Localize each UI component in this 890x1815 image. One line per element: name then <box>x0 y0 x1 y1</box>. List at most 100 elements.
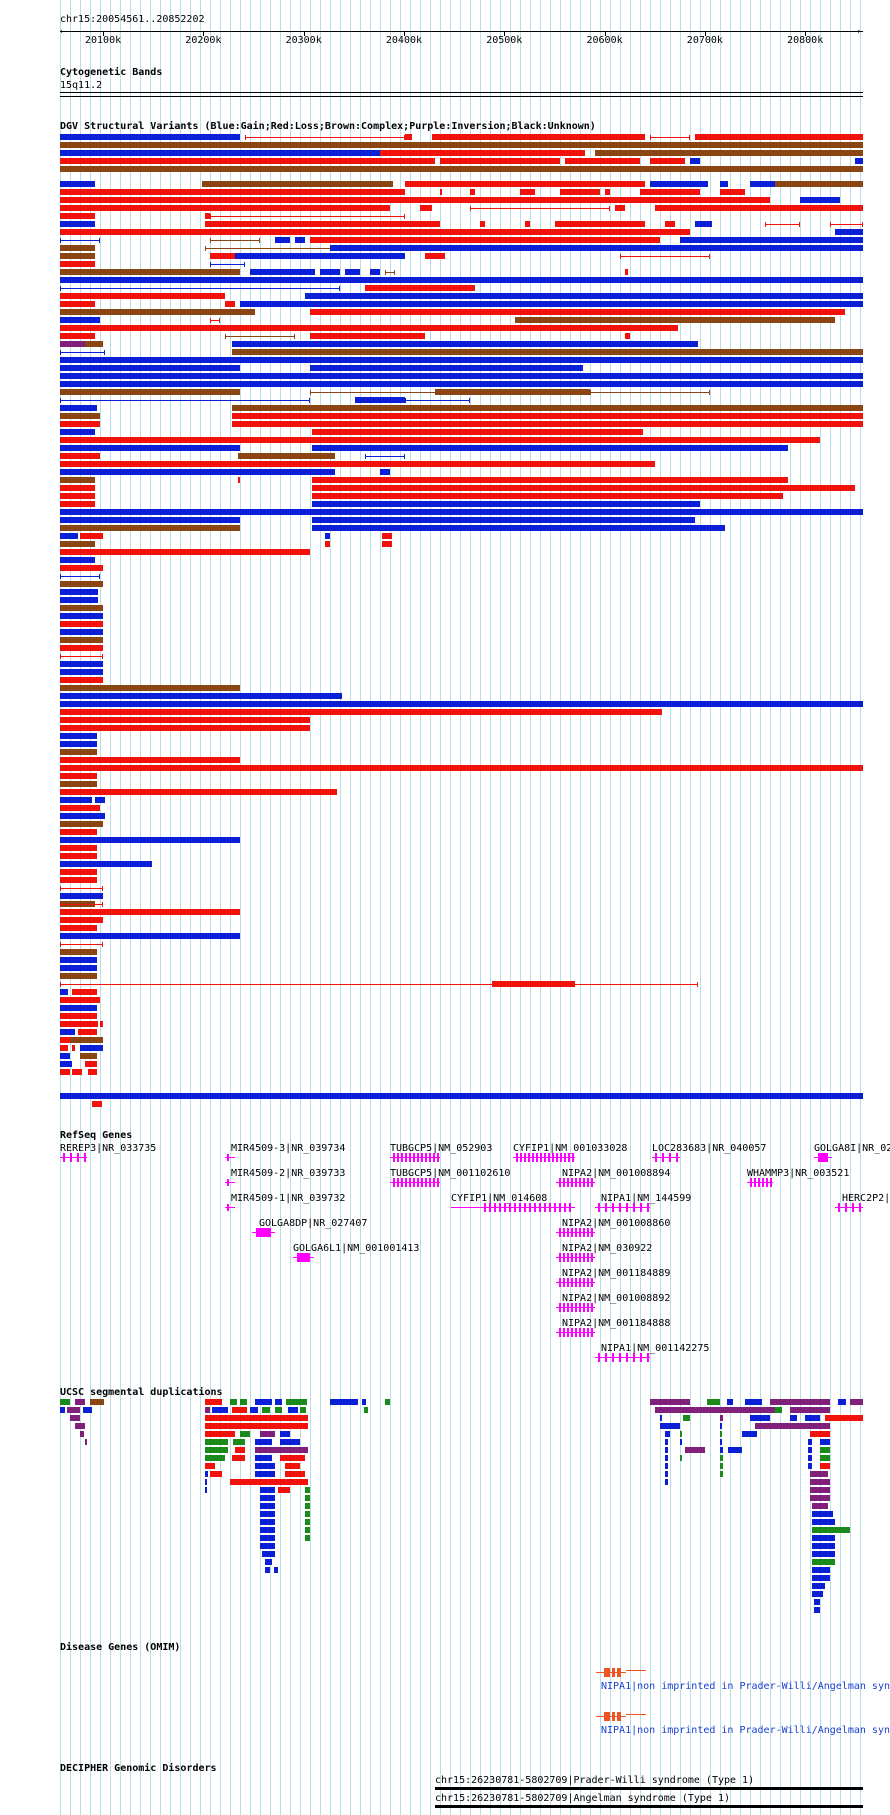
sv-feature[interactable] <box>60 789 337 795</box>
segdup-feature[interactable] <box>80 1431 84 1437</box>
segdup-feature[interactable] <box>285 1471 305 1477</box>
sv-feature[interactable] <box>205 248 340 249</box>
sv-feature[interactable] <box>695 134 863 140</box>
segdup-feature[interactable] <box>808 1455 812 1461</box>
gene-model[interactable] <box>556 1303 595 1313</box>
segdup-feature[interactable] <box>790 1407 830 1413</box>
segdup-feature[interactable] <box>720 1447 723 1453</box>
segdup-feature[interactable] <box>60 1407 65 1413</box>
segdup-feature[interactable] <box>790 1415 797 1421</box>
sv-feature[interactable] <box>60 781 97 787</box>
segdup-feature[interactable] <box>232 1455 245 1461</box>
segdup-feature[interactable] <box>820 1463 830 1469</box>
sv-feature[interactable] <box>60 365 240 371</box>
gene-model[interactable] <box>556 1253 595 1263</box>
sv-feature[interactable] <box>60 597 98 603</box>
segdup-feature[interactable] <box>260 1527 275 1533</box>
sv-feature[interactable] <box>225 336 295 337</box>
sv-feature[interactable] <box>625 269 628 275</box>
segdup-feature[interactable] <box>775 1407 782 1413</box>
gene-label[interactable]: NIPA1|NM_001142275 <box>601 1343 710 1354</box>
segdup-feature[interactable] <box>205 1447 228 1453</box>
gene-label[interactable]: WHAMMP3|NR_003521 <box>747 1168 850 1179</box>
sv-feature[interactable] <box>60 197 770 203</box>
segdup-feature[interactable] <box>660 1415 662 1421</box>
segdup-feature[interactable] <box>305 1519 310 1525</box>
sv-feature[interactable] <box>60 325 678 331</box>
sv-feature[interactable] <box>60 717 310 723</box>
sv-feature[interactable] <box>72 1045 75 1051</box>
sv-feature[interactable] <box>60 389 240 395</box>
segdup-feature[interactable] <box>280 1431 290 1437</box>
segdup-feature[interactable] <box>665 1439 668 1445</box>
sv-feature[interactable] <box>355 397 405 403</box>
sv-feature[interactable] <box>60 445 240 451</box>
segdup-feature[interactable] <box>808 1463 812 1469</box>
sv-feature[interactable] <box>312 501 700 507</box>
segdup-feature[interactable] <box>230 1399 237 1405</box>
sv-feature[interactable] <box>60 853 97 859</box>
sv-feature[interactable] <box>60 757 240 763</box>
segdup-feature[interactable] <box>205 1431 235 1437</box>
gene-model[interactable] <box>225 1178 235 1188</box>
segdup-feature[interactable] <box>205 1463 215 1469</box>
segdup-feature[interactable] <box>305 1511 310 1517</box>
segdup-feature[interactable] <box>305 1503 310 1509</box>
sv-feature[interactable] <box>800 197 840 203</box>
track-title-decipher[interactable]: DECIPHER Genomic Disorders <box>60 1763 217 1774</box>
sv-feature[interactable] <box>210 216 405 217</box>
segdup-feature[interactable] <box>262 1551 275 1557</box>
segdup-feature[interactable] <box>265 1559 272 1565</box>
sv-feature[interactable] <box>655 205 863 211</box>
segdup-feature[interactable] <box>720 1439 722 1445</box>
sv-feature[interactable] <box>240 301 863 307</box>
segdup-feature[interactable] <box>275 1407 282 1413</box>
sv-feature[interactable] <box>232 413 863 419</box>
segdup-feature[interactable] <box>680 1431 682 1437</box>
sv-feature[interactable] <box>60 637 103 643</box>
sv-feature[interactable] <box>60 549 310 555</box>
gene-label[interactable]: LOC283683|NR_040057 <box>652 1143 767 1154</box>
segdup-feature[interactable] <box>755 1423 830 1429</box>
gene-model[interactable] <box>513 1153 575 1163</box>
sv-feature[interactable] <box>492 981 575 987</box>
gene-model[interactable] <box>451 1203 575 1213</box>
segdup-feature[interactable] <box>70 1415 80 1421</box>
track-title-omim[interactable]: Disease Genes (OMIM) <box>60 1642 181 1653</box>
sv-feature[interactable] <box>382 533 392 539</box>
segdup-feature[interactable] <box>212 1407 228 1413</box>
sv-feature[interactable] <box>60 869 97 875</box>
segdup-feature[interactable] <box>665 1447 668 1453</box>
sv-feature[interactable] <box>60 1061 72 1067</box>
segdup-feature[interactable] <box>850 1399 863 1405</box>
segdup-feature[interactable] <box>820 1455 830 1461</box>
sv-feature[interactable] <box>60 240 100 241</box>
gene-model[interactable] <box>225 1203 235 1213</box>
segdup-feature[interactable] <box>260 1519 275 1525</box>
sv-feature[interactable] <box>60 181 95 187</box>
sv-feature[interactable] <box>275 237 290 243</box>
segdup-feature[interactable] <box>67 1407 80 1413</box>
sv-feature[interactable] <box>60 904 103 905</box>
segdup-feature[interactable] <box>812 1591 823 1597</box>
segdup-feature[interactable] <box>812 1543 835 1549</box>
sv-feature[interactable] <box>60 229 690 235</box>
sv-feature[interactable] <box>60 525 240 531</box>
segdup-feature[interactable] <box>260 1503 275 1509</box>
sv-feature[interactable] <box>60 821 103 827</box>
sv-feature[interactable] <box>60 557 95 563</box>
segdup-feature[interactable] <box>305 1535 310 1541</box>
segdup-feature[interactable] <box>255 1399 272 1405</box>
sv-feature[interactable] <box>60 405 97 411</box>
sv-feature[interactable] <box>60 773 97 779</box>
sv-feature[interactable] <box>305 293 863 299</box>
sv-feature[interactable] <box>60 1053 70 1059</box>
segdup-feature[interactable] <box>720 1431 722 1437</box>
sv-feature[interactable] <box>60 381 863 387</box>
sv-feature[interactable] <box>615 205 625 211</box>
segdup-feature[interactable] <box>288 1407 298 1413</box>
sv-feature[interactable] <box>60 845 97 851</box>
segdup-feature[interactable] <box>205 1407 210 1413</box>
segdup-feature[interactable] <box>810 1495 830 1501</box>
segdup-feature[interactable] <box>60 1399 70 1405</box>
